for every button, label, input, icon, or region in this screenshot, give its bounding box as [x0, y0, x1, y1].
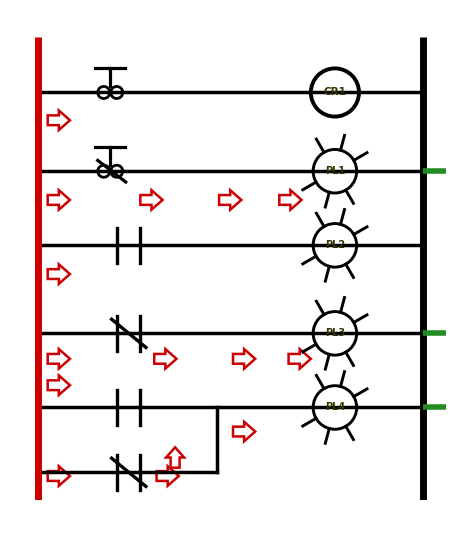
- Text: PL4: PL4: [325, 402, 345, 412]
- Text: CR1: CR1: [323, 88, 346, 98]
- Text: PL2: PL2: [325, 241, 345, 250]
- Text: PL3: PL3: [325, 328, 345, 338]
- Text: PL1: PL1: [325, 166, 345, 176]
